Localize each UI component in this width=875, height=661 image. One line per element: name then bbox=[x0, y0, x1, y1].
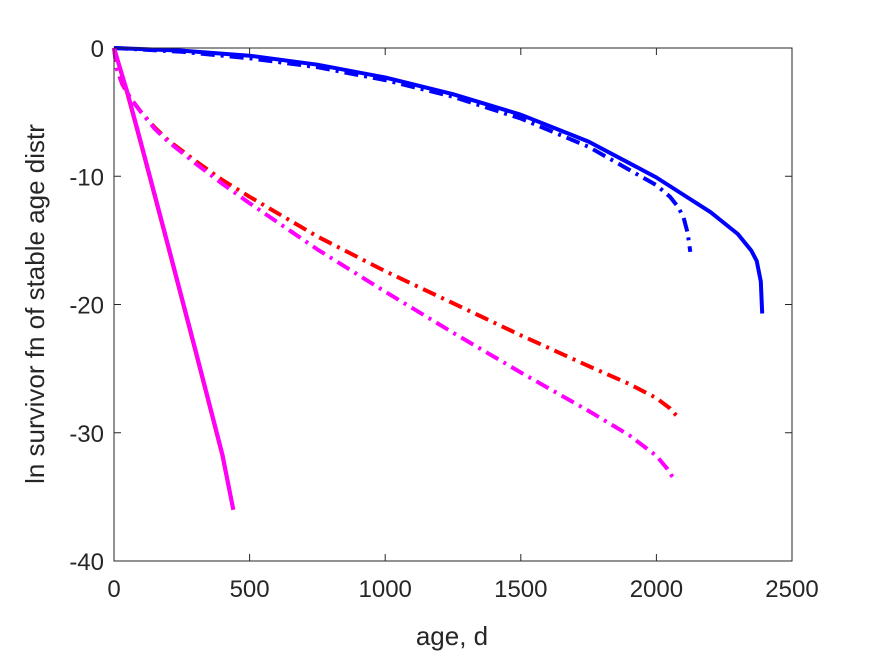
series-layer bbox=[112, 46, 765, 511]
series-line-1 bbox=[113, 46, 765, 314]
y-tick-label: -10 bbox=[69, 164, 104, 191]
series-line-4 bbox=[112, 47, 678, 483]
x-tick-label: 500 bbox=[230, 576, 270, 603]
x-tick-label: 1500 bbox=[494, 576, 547, 603]
y-tick-label: -40 bbox=[69, 549, 104, 576]
y-tick-label: -20 bbox=[69, 293, 104, 320]
x-tick-label: 2500 bbox=[765, 576, 818, 603]
ticks-layer: 0 500 1000 1500 2000 2500 0 -10 -20 -30 -40 bbox=[69, 36, 818, 603]
x-axis-label: age, d bbox=[416, 621, 488, 651]
y-tick-label: -30 bbox=[69, 421, 104, 448]
series-line-2 bbox=[113, 46, 693, 253]
series-line-3 bbox=[112, 47, 680, 419]
series-line-6 bbox=[112, 47, 236, 511]
x-tick-label: 2000 bbox=[630, 576, 683, 603]
x-tick-label: 0 bbox=[107, 576, 120, 603]
y-tick-label: 0 bbox=[91, 36, 104, 63]
x-tick-label: 1000 bbox=[359, 576, 412, 603]
y-axis-label: ln survivor fn of stable age distr bbox=[20, 124, 50, 484]
